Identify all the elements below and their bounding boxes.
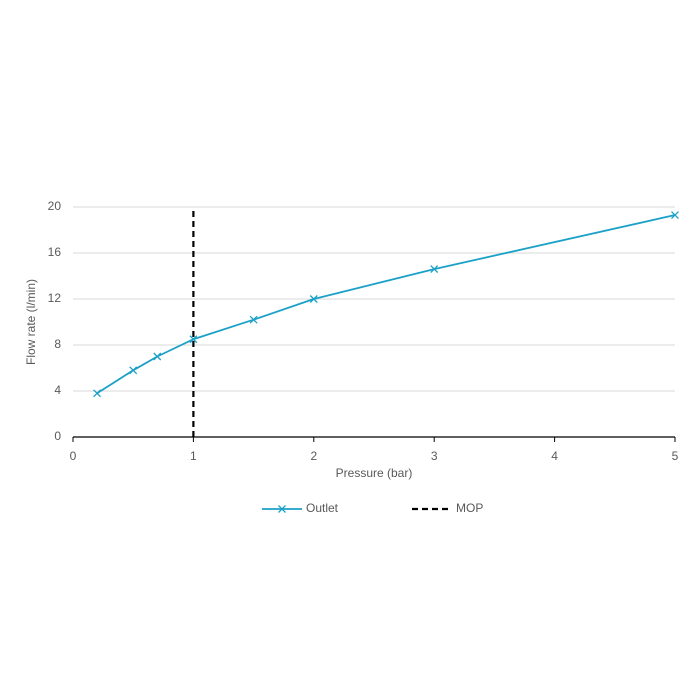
marker	[93, 389, 102, 398]
x-tick-label: 4	[551, 449, 558, 463]
x-axis-label: Pressure (bar)	[336, 466, 413, 480]
x-tick-label: 1	[190, 449, 197, 463]
legend-label: MOP	[456, 501, 483, 515]
y-tick-label: 16	[48, 245, 62, 259]
legend-marker	[278, 505, 286, 513]
x-tick-label: 3	[431, 449, 438, 463]
x-tick-label: 5	[672, 449, 679, 463]
marker	[153, 352, 162, 361]
marker	[430, 265, 439, 274]
marker	[249, 315, 258, 324]
marker	[671, 211, 679, 220]
y-tick-label: 20	[48, 199, 62, 213]
y-tick-label: 8	[54, 337, 61, 351]
series-line	[96, 214, 676, 395]
legend-label: Outlet	[306, 501, 339, 515]
y-tick-label: 4	[54, 383, 61, 397]
y-tick-label: 0	[54, 429, 61, 443]
y-tick-label: 12	[48, 291, 62, 305]
x-tick-label: 0	[70, 449, 77, 463]
marker	[309, 295, 318, 303]
x-tick-label: 2	[310, 449, 317, 463]
y-axis-label: Flow rate (l/min)	[24, 279, 38, 365]
marker	[129, 366, 138, 375]
marker	[189, 335, 198, 344]
